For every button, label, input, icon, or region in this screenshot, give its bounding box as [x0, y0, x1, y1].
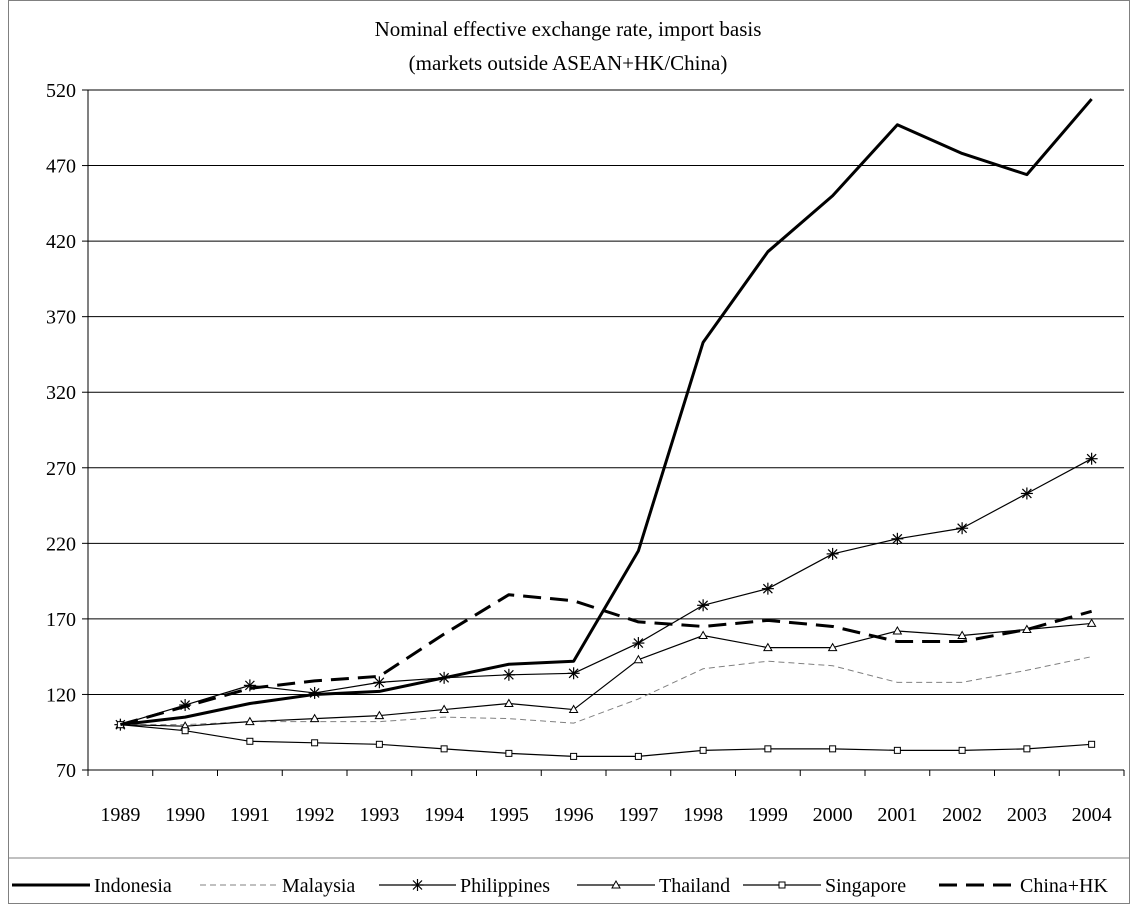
- data-point-singapore: [181, 727, 189, 735]
- x-tick-label: 1998: [683, 804, 723, 826]
- y-tick-label: 470: [46, 156, 76, 178]
- data-point-singapore: [829, 745, 837, 753]
- data-point-philippines: [438, 671, 451, 684]
- series-line-singapore: [120, 724, 1092, 758]
- x-tick-label: 2003: [1007, 804, 1047, 826]
- x-tick-label: 1994: [424, 804, 464, 826]
- data-point-thailand: [892, 625, 903, 635]
- x-tick-label: 1992: [295, 804, 335, 826]
- legend-item-singapore: Singapore: [743, 875, 906, 897]
- legend-item-malaysia: Malaysia: [200, 875, 355, 897]
- series-line-malaysia: [120, 656, 1092, 726]
- data-point-philippines: [761, 582, 774, 595]
- data-point-philippines: [632, 637, 645, 650]
- legend-item-china-hk: China+HK: [939, 875, 1108, 897]
- chart-title: Nominal effective exchange rate, import …: [375, 17, 762, 41]
- legend-item-thailand: Thailand: [577, 875, 730, 897]
- data-point-thailand: [1022, 624, 1032, 633]
- y-tick-label: 370: [46, 307, 76, 329]
- y-tick-label: 520: [46, 80, 76, 102]
- data-point-thailand: [309, 713, 320, 723]
- data-point-singapore: [440, 745, 448, 753]
- data-point-singapore: [375, 740, 383, 748]
- data-point-philippines: [308, 686, 321, 699]
- legend-marker-singapore: [778, 881, 786, 889]
- data-point-singapore: [634, 752, 642, 760]
- x-tick-label: 1995: [489, 804, 529, 826]
- legend-item-philippines: Philippines: [379, 875, 550, 897]
- series-line-philippines: [120, 458, 1092, 726]
- data-point-singapore: [1023, 745, 1031, 753]
- gridlines: [88, 89, 1124, 771]
- y-tick-label: 420: [46, 231, 76, 253]
- chart-frame: [8, 0, 1130, 904]
- data-point-thailand: [763, 642, 773, 652]
- data-point-philippines: [567, 667, 580, 680]
- data-point-singapore: [699, 746, 707, 754]
- data-point-singapore: [246, 737, 254, 745]
- y-tick-label: 270: [46, 458, 76, 480]
- data-point-thailand: [245, 716, 255, 726]
- x-tick-label: 1991: [230, 804, 270, 826]
- y-tick-label: 120: [46, 684, 76, 706]
- data-point-philippines: [826, 547, 839, 560]
- x-tick-label: 1996: [554, 804, 594, 826]
- y-tick-label: 70: [56, 760, 76, 782]
- data-point-thailand: [1086, 618, 1097, 627]
- data-point-thailand: [633, 654, 644, 664]
- data-point-singapore: [1088, 740, 1096, 748]
- legend-item-indonesia: Indonesia: [12, 875, 172, 897]
- data-point-thailand: [957, 630, 967, 640]
- y-tick-label: 220: [46, 533, 76, 555]
- legend: Indonesia Malaysia Philippines Thailand Sing…: [8, 857, 1130, 897]
- legend-marker-thailand: [611, 879, 621, 889]
- data-point-thailand: [698, 630, 708, 640]
- data-point-singapore: [958, 746, 966, 754]
- x-tick-label: 1997: [618, 804, 658, 826]
- x-tick-label: 1993: [359, 804, 399, 826]
- legend-label-thailand: Thailand: [659, 875, 730, 897]
- data-point-singapore: [570, 752, 578, 760]
- x-tick-label: 2001: [877, 804, 917, 826]
- legend-label-china-hk: China+HK: [1020, 875, 1108, 897]
- series-line-thailand: [120, 622, 1092, 727]
- series-line-china-hk: [119, 593, 1093, 727]
- data-point-thailand: [374, 710, 385, 720]
- x-tick-label: 1990: [165, 804, 205, 826]
- data-point-thailand: [439, 704, 449, 714]
- x-tick-label: 1989: [100, 804, 140, 826]
- x-tick-label: 2002: [942, 804, 982, 826]
- data-point-philippines: [1020, 487, 1033, 500]
- y-tick-label: 170: [46, 609, 76, 631]
- axes: 70 120 170 220 270 320 370 420 470 520 1989 1990 199…: [46, 80, 1125, 826]
- data-point-philippines: [697, 599, 710, 612]
- chart-subtitle: (markets outside ASEAN+HK/China): [409, 51, 728, 75]
- data-point-philippines: [502, 668, 515, 681]
- data-point-singapore: [311, 739, 319, 747]
- x-tick-label: 2004: [1072, 804, 1112, 826]
- data-point-thailand: [827, 642, 838, 652]
- data-point-singapore: [764, 745, 772, 753]
- data-point-philippines: [243, 679, 256, 692]
- x-tick-label: 2000: [813, 804, 853, 826]
- series-line-indonesia: [120, 98, 1093, 727]
- data-point-philippines: [1085, 452, 1098, 465]
- data-point-philippines: [956, 522, 969, 535]
- legend-label-singapore: Singapore: [825, 875, 906, 897]
- series-lines: [114, 98, 1098, 760]
- data-point-philippines: [373, 676, 386, 689]
- legend-label-philippines: Philippines: [460, 875, 550, 897]
- data-point-singapore: [505, 749, 513, 757]
- legend-label-indonesia: Indonesia: [94, 875, 172, 897]
- data-point-thailand: [504, 698, 514, 708]
- y-tick-label: 320: [46, 382, 76, 404]
- legend-label-malaysia: Malaysia: [282, 875, 355, 897]
- x-tick-label: 1999: [748, 804, 788, 826]
- data-point-singapore: [893, 746, 901, 754]
- legend-marker-philippines: [411, 879, 424, 891]
- data-point-philippines: [891, 532, 904, 545]
- data-point-thailand: [568, 704, 579, 714]
